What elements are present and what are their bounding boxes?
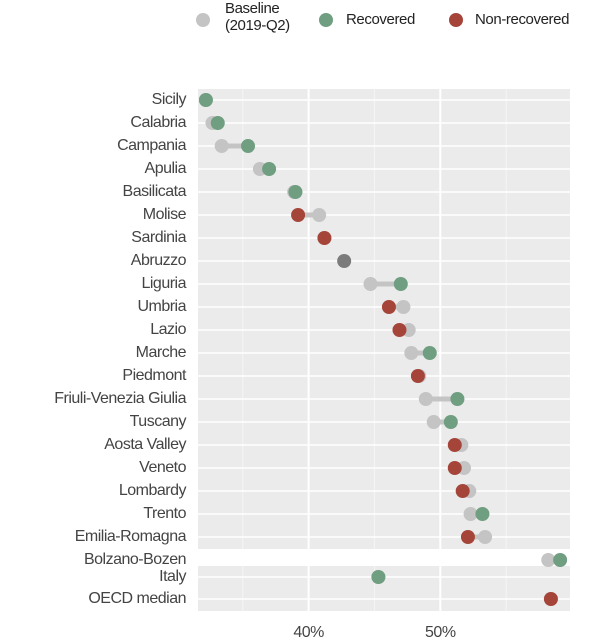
y-tick-label: Abruzzo <box>131 252 187 269</box>
baseline-dot <box>337 254 352 268</box>
y-tick-label: Trento <box>143 505 186 522</box>
y-tick-label: Lombardy <box>119 482 187 499</box>
final-dot <box>450 392 465 406</box>
y-tick-label: Molise <box>143 206 187 223</box>
baseline-dot <box>418 392 433 406</box>
final-dot <box>447 438 462 452</box>
baseline-dot <box>463 507 478 521</box>
panel <box>198 566 570 611</box>
final-dot <box>241 139 256 153</box>
baseline-dot <box>396 300 411 314</box>
baseline-dot <box>312 208 327 222</box>
baseline-dot <box>363 277 378 291</box>
x-tick-label: 40% <box>293 624 324 641</box>
y-tick-label: Campania <box>117 137 187 154</box>
final-dot <box>392 323 407 337</box>
final-dot <box>475 507 490 521</box>
panel <box>198 89 570 549</box>
baseline-dot <box>478 530 493 544</box>
legend-swatch <box>196 13 210 27</box>
legend-swatch <box>319 13 333 27</box>
y-tick-label: Bolzano-Bozen <box>84 551 186 568</box>
y-tick-label: Sardinia <box>131 229 186 246</box>
y-tick-label: Emilia-Romagna <box>75 528 187 545</box>
y-tick-label: Liguria <box>141 275 186 292</box>
y-tick-label: OECD median <box>88 590 186 607</box>
y-tick-label: Calabria <box>130 114 186 131</box>
y-tick-label: Marche <box>136 344 187 361</box>
final-dot <box>381 300 396 314</box>
y-tick-label: Sicily <box>152 91 187 108</box>
final-dot <box>447 461 462 475</box>
baseline-dot <box>426 415 441 429</box>
final-dot <box>393 277 408 291</box>
final-dot <box>371 570 386 584</box>
legend-label: Non-recovered <box>475 11 570 28</box>
y-tick-label: Basilicata <box>123 183 187 200</box>
y-tick-label: Tuscany <box>130 413 187 430</box>
y-tick-label: Apulia <box>145 160 187 177</box>
final-dot <box>460 530 475 544</box>
y-tick-label: Lazio <box>150 321 186 338</box>
legend-swatch <box>449 13 463 27</box>
final-dot <box>317 231 332 245</box>
final-dot <box>553 553 568 567</box>
legend-label: Baseline (2019-Q2) <box>225 0 290 34</box>
baseline-dot <box>541 553 556 567</box>
y-tick-label: Italy <box>159 568 186 585</box>
final-dot <box>210 116 225 130</box>
final-dot <box>198 93 213 107</box>
y-tick-label: Piedmont <box>122 367 187 384</box>
final-dot <box>543 592 558 606</box>
final-dot <box>443 415 458 429</box>
y-tick-label: Umbria <box>137 298 186 315</box>
final-dot <box>455 484 470 498</box>
final-dot <box>422 346 437 360</box>
baseline-dot <box>404 346 419 360</box>
y-tick-label: Veneto <box>139 459 186 476</box>
x-tick-label: 50% <box>425 624 456 641</box>
final-dot <box>410 369 425 383</box>
final-dot <box>291 208 306 222</box>
y-tick-label: Friuli-Venezia Giulia <box>54 390 186 407</box>
legend-label: Recovered <box>346 11 415 28</box>
final-dot <box>262 162 277 176</box>
y-tick-label: Aosta Valley <box>104 436 186 453</box>
baseline-dot <box>214 139 229 153</box>
final-dot <box>288 185 303 199</box>
